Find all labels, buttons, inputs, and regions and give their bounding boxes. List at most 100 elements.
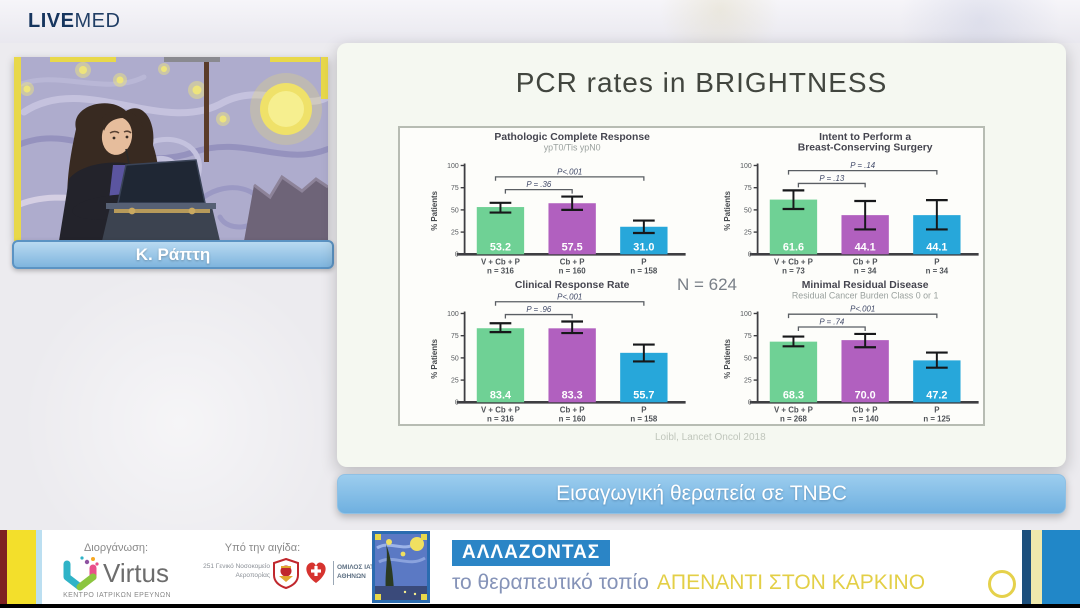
svg-text:25: 25 <box>451 230 459 237</box>
virtus-logo-icon <box>63 556 99 591</box>
chart-breast-conserving-surgery: Intent to Perform a Breast-Conserving Sur… <box>693 128 986 276</box>
session-title-banner: Εισαγωγική θεραπεία σε TNBC <box>337 474 1066 514</box>
medical-club-heart-icon <box>306 562 326 583</box>
svg-text:50: 50 <box>744 207 752 214</box>
chart-pathologic-complete-response: Pathologic Complete Response ypT0/Tis ypN… <box>400 128 693 276</box>
svg-text:50: 50 <box>744 355 752 362</box>
svg-text:n = 160: n = 160 <box>559 415 587 424</box>
bottom-edge <box>0 604 1080 608</box>
svg-text:Pathologic Complete Response: Pathologic Complete Response <box>494 132 650 143</box>
svg-text:83.3: 83.3 <box>562 389 583 401</box>
auspices-label: Υπό την αιγίδα: <box>224 542 301 554</box>
speaker-name-plate: Κ. Ράπτη <box>12 240 334 269</box>
svg-text:P<.001: P<.001 <box>557 292 582 301</box>
svg-text:P<.001: P<.001 <box>850 305 875 314</box>
livemed-logo: LIVEMED <box>28 10 120 33</box>
chart-svg: Clinical Response Rate 0 25 50 75 100 % Patien… <box>430 280 686 424</box>
svg-text:ypT0/Tis ypN0: ypT0/Tis ypN0 <box>544 143 601 153</box>
campaign-subtitle: το θεραπευτικό τοπίο ΑΠΕΝΑΝΤΙ ΣΤΟΝ ΚΑΡΚΙΝ… <box>452 571 925 595</box>
svg-text:V + Cb + P: V + Cb + P <box>481 258 520 267</box>
bar <box>548 203 596 255</box>
svg-text:Minimal Residual Disease: Minimal Residual Disease <box>802 280 929 291</box>
svg-text:Breast-Conserving Surgery: Breast-Conserving Surgery <box>798 143 933 154</box>
slide-title: PCR rates in BRIGHTNESS <box>515 67 888 98</box>
svg-text:Intent to Perform a: Intent to Perform a <box>819 132 911 143</box>
mountain <box>244 177 328 241</box>
svg-text:P = .74: P = .74 <box>819 318 845 327</box>
svg-text:100: 100 <box>740 311 752 318</box>
svg-text:n = 316: n = 316 <box>487 267 515 276</box>
bar <box>476 207 525 255</box>
edge-stripe-navy <box>1022 530 1031 604</box>
svg-text:n = 34: n = 34 <box>926 267 949 276</box>
livemed-logo-med: MED <box>74 10 121 32</box>
svg-text:44.1: 44.1 <box>855 241 876 253</box>
svg-text:P: P <box>934 258 939 267</box>
svg-text:83.4: 83.4 <box>490 389 511 401</box>
svg-text:0: 0 <box>748 252 752 259</box>
svg-text:n = 316: n = 316 <box>487 415 515 424</box>
edge-stripe-red <box>0 530 7 604</box>
svg-text:n = 158: n = 158 <box>630 267 658 276</box>
speaker-webcam-video <box>14 57 328 241</box>
svg-text:% Patients: % Patients <box>430 190 439 230</box>
header-bar: LIVEMED <box>0 0 1080 43</box>
svg-text:75: 75 <box>451 333 459 340</box>
svg-text:100: 100 <box>740 163 752 170</box>
svg-text:75: 75 <box>451 185 459 192</box>
svg-text:n = 268: n = 268 <box>780 415 808 424</box>
svg-text:V + Cb + P: V + Cb + P <box>774 258 813 267</box>
svg-text:0: 0 <box>455 252 459 259</box>
virtus-subtitle: ΚΕΝΤΡΟ ΙΑΤΡΙΚΩΝ ΕΡΕΥΝΩΝ <box>63 592 171 599</box>
speaker-name: Κ. Ράπτη <box>135 244 211 264</box>
svg-text:P = .13: P = .13 <box>819 174 845 183</box>
svg-text:n = 140: n = 140 <box>852 415 880 424</box>
edge-stripe-paleyellow <box>1031 530 1042 604</box>
svg-text:Cb + P: Cb + P <box>560 406 585 415</box>
session-title: Εισαγωγική θεραπεία σε TNBC <box>556 482 847 505</box>
total-n-label: N = 624 <box>677 275 738 294</box>
svg-text:% Patients: % Patients <box>723 338 732 378</box>
svg-text:57.5: 57.5 <box>562 241 583 253</box>
svg-text:100: 100 <box>447 311 459 318</box>
medical-club-label: ΟΜΙΛΟΣ ΙΑΤΡΙΚΟΥ ΑΘΗΝΩΝ <box>337 564 394 580</box>
svg-text:Cb + P: Cb + P <box>853 258 878 267</box>
frame-strips <box>14 57 328 241</box>
edge-stripe-yellow <box>7 530 36 604</box>
slide-card: PCR rates in BRIGHTNESS Pathologic Compl… <box>337 43 1066 467</box>
campaign-subtitle-plain: το θεραπευτικό τοπίο <box>452 571 649 594</box>
svg-text:44.1: 44.1 <box>926 241 947 253</box>
campaign-subtitle-highlight: ΑΠΕΝΑΝΤΙ ΣΤΟΝ ΚΑΡΚΙΝΟ <box>656 571 926 594</box>
bar <box>841 340 889 403</box>
svg-text:Cb + P: Cb + P <box>853 406 878 415</box>
svg-text:P: P <box>641 258 646 267</box>
edge-stripe-lightblue <box>36 530 42 604</box>
decorative-ring <box>988 570 1016 598</box>
svg-text:53.2: 53.2 <box>490 241 511 253</box>
svg-text:25: 25 <box>451 378 459 385</box>
svg-text:P = .36: P = .36 <box>526 180 552 189</box>
edge-stripe-blue <box>1042 530 1080 604</box>
svg-text:n = 158: n = 158 <box>630 415 658 424</box>
campaign-title-badge: ΑΛΛΑΖΟΝΤΑΣ <box>452 540 611 566</box>
svg-text:25: 25 <box>744 230 752 237</box>
svg-text:% Patients: % Patients <box>430 338 439 378</box>
hospital-label: 251 Γενικό Νοσοκομείο Αεροπορίας <box>203 563 270 579</box>
organizer-label: Διοργάνωση: <box>83 542 149 554</box>
chart-clinical-response-rate: Clinical Response Rate 0 25 50 75 100 % Patien… <box>400 276 693 424</box>
svg-text:70.0: 70.0 <box>855 389 876 401</box>
airforce-hospital-shield-icon <box>273 558 299 589</box>
citation: Loibl, Lancet Oncol 2018 <box>655 432 766 443</box>
svg-text:31.0: 31.0 <box>633 241 654 253</box>
svg-text:25: 25 <box>744 378 752 385</box>
bar <box>769 341 818 403</box>
svg-text:0: 0 <box>455 400 459 407</box>
stars <box>20 62 230 126</box>
svg-text:75: 75 <box>744 185 752 192</box>
svg-text:75: 75 <box>744 333 752 340</box>
svg-text:n = 125: n = 125 <box>923 415 951 424</box>
svg-text:n = 34: n = 34 <box>854 267 877 276</box>
svg-text:50: 50 <box>451 207 459 214</box>
